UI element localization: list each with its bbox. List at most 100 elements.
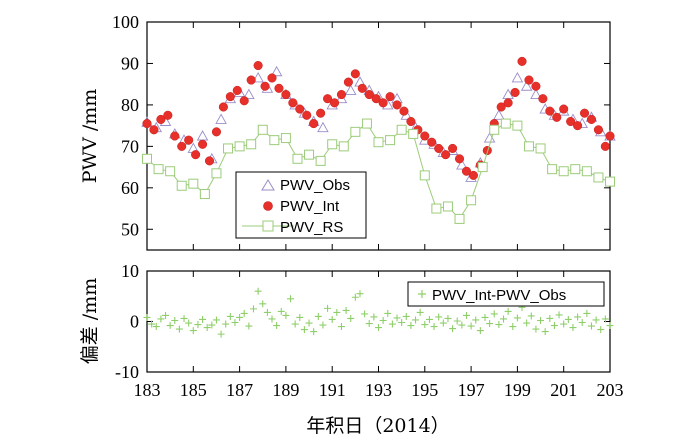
data-point [199,189,210,200]
data-point [541,328,549,336]
data-point [370,313,378,321]
data-point [327,139,338,150]
data-point [466,195,477,206]
bottom-series [143,287,614,338]
data-point [269,135,280,146]
bottom-legend: PWV_Int-PWV_Obs [407,281,605,307]
data-point [282,311,290,319]
data-point [581,166,592,177]
data-point [558,166,569,177]
series-pwv-obs [141,65,616,182]
data-point [315,155,326,166]
data-point [287,295,295,303]
data-point [170,131,180,141]
data-point [435,313,443,321]
y-tick-label: 0 [130,312,139,332]
data-point [198,139,208,149]
x-tick-label: 201 [550,380,577,400]
data-point [152,323,160,331]
data-point [149,125,159,135]
data-point [530,88,542,99]
data-point [204,156,215,166]
data-point [163,110,173,120]
data-point [407,322,415,330]
data-point [177,141,187,151]
data-point [351,293,359,301]
data-point [281,89,291,100]
data-point [274,83,284,93]
data-point [477,162,488,173]
data-point [234,141,245,152]
x-tick-label: 187 [226,380,253,400]
data-point [300,326,308,334]
data-point [398,319,406,327]
data-point [425,315,433,323]
data-point [560,320,568,328]
data-point [512,120,523,131]
data-point [324,304,332,312]
top-legend: PWV_Obs PWV_Int PWV_RS [235,171,367,239]
data-point [527,312,535,320]
data-point [573,121,583,131]
data-point [217,330,225,338]
legend-pwv-obs-marker-icon [261,179,275,191]
data-point [600,141,610,151]
data-point [253,60,263,71]
data-point [601,315,609,323]
data-point [252,72,264,83]
data-point [211,127,221,137]
data-point [500,118,511,129]
data-point [153,164,164,175]
x-tick-label: 189 [272,380,299,400]
data-point [333,308,341,316]
data-point [337,323,345,331]
data-point [566,116,576,127]
data-point [393,314,401,322]
data-point [350,126,361,137]
data-point [379,316,387,324]
data-point [579,108,590,118]
data-point [342,306,350,314]
data-point [444,314,452,322]
data-point [295,104,305,114]
data-point [385,135,396,146]
legend-pwv-int-marker-icon [263,201,273,211]
data-point [416,308,424,316]
data-point [361,310,369,318]
top-series [141,56,616,224]
data-point [449,325,457,333]
data-point [430,323,438,331]
data-point [547,164,558,175]
data-point [180,314,188,322]
y-tick-label: 80 [121,95,139,115]
data-point [555,311,563,319]
legend-pwv-obs-label: PWV_Obs [280,177,350,194]
data-point [350,69,360,79]
data-point [245,322,253,330]
data-point [288,98,298,108]
top-panel: 50 60 70 80 90 100 PWV /mm PWV_Obs PWV_Int PW… [79,12,616,251]
data-point [175,325,183,333]
data-point [564,315,572,323]
data-point [329,98,340,108]
data-point [157,315,165,323]
data-point [257,124,268,135]
data-point [439,319,447,327]
data-point [482,145,492,156]
data-point [280,133,291,144]
x-tick-label: 185 [180,380,207,400]
data-point [583,309,591,317]
data-point [472,316,480,324]
data-point [606,322,614,330]
data-point [458,321,466,329]
data-point [454,154,465,164]
data-point [523,319,531,327]
data-point [454,213,465,224]
data-point [199,315,207,323]
data-point [270,65,283,77]
data-point [523,141,534,152]
data-point [408,128,419,139]
data-point [448,143,458,153]
data-point [364,89,374,100]
